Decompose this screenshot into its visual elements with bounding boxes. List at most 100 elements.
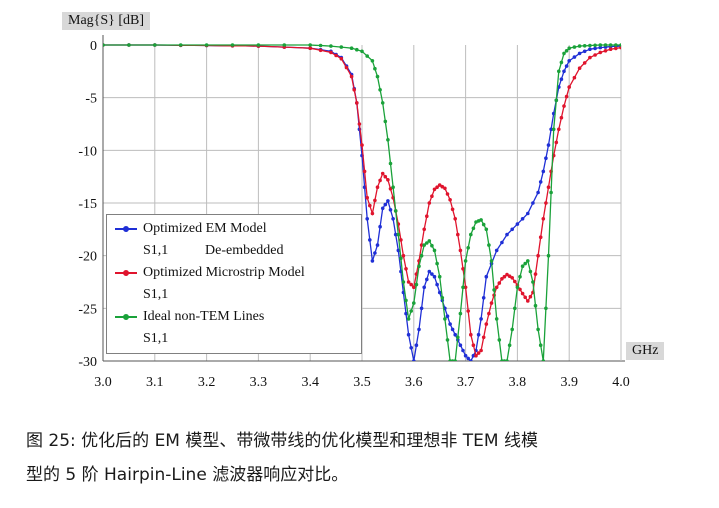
- series-point-1: [461, 267, 465, 271]
- series-point-1: [572, 75, 577, 80]
- legend-param-microstrip-model: S1,1: [143, 287, 169, 302]
- series-point-1: [430, 194, 434, 198]
- series-point-0: [484, 274, 489, 279]
- series-point-2: [479, 218, 483, 222]
- series-point-1: [445, 192, 450, 196]
- legend-param-ideal-lines: S1,1: [143, 331, 169, 346]
- series-point-2: [440, 296, 445, 300]
- series-point-1: [458, 248, 463, 253]
- series-point-1: [593, 53, 597, 57]
- series-point-2: [551, 127, 556, 132]
- series-point-1: [422, 227, 427, 232]
- series-point-0: [564, 64, 569, 68]
- series-point-0: [404, 311, 408, 316]
- series-point-1: [466, 309, 471, 313]
- caption-line-1: 图 25: 优化后的 EM 模型、带微带线的优化模型和理想非 TEM 线模: [26, 431, 538, 451]
- series-point-2: [178, 43, 183, 47]
- series-point-0: [388, 208, 393, 212]
- series-point-2: [360, 49, 364, 54]
- series-point-1: [373, 198, 377, 203]
- series-point-2: [533, 303, 538, 308]
- series-point-1: [419, 243, 424, 247]
- series-point-0: [414, 343, 419, 348]
- y-tick-label: -10: [78, 144, 97, 159]
- series-point-2: [427, 239, 432, 243]
- series-point-0: [417, 327, 421, 332]
- series-point-2: [256, 43, 261, 47]
- series-point-2: [481, 222, 486, 227]
- series-point-1: [344, 65, 349, 70]
- series-point-2: [492, 288, 496, 292]
- series-point-2: [528, 269, 533, 274]
- series-point-2: [443, 317, 447, 321]
- series-point-2: [349, 46, 354, 50]
- series-point-0: [515, 222, 520, 226]
- x-tick-label: 3.8: [509, 375, 527, 390]
- series-point-1: [497, 281, 502, 285]
- series-point-1: [378, 178, 382, 183]
- x-tick-label: 3.5: [353, 375, 371, 390]
- series-point-0: [435, 282, 439, 287]
- x-tick-label: 4.0: [612, 375, 630, 390]
- series-point-2: [471, 226, 476, 231]
- series-point-0: [479, 317, 483, 321]
- series-point-0: [458, 343, 463, 348]
- series-point-1: [536, 253, 540, 258]
- series-point-2: [497, 338, 502, 342]
- series-point-2: [518, 274, 522, 279]
- series-point-1: [608, 47, 613, 51]
- series-point-0: [577, 51, 582, 56]
- series-point-0: [505, 232, 509, 237]
- series-point-1: [339, 56, 344, 61]
- series-point-0: [373, 251, 377, 255]
- series-point-0: [481, 296, 486, 300]
- series-point-2: [458, 311, 463, 316]
- series-point-1: [370, 211, 375, 216]
- series-point-1: [476, 351, 481, 355]
- series-point-1: [425, 214, 429, 218]
- series-point-0: [494, 248, 499, 253]
- series-point-1: [538, 235, 543, 239]
- series-point-0: [419, 306, 424, 311]
- legend-note-em-model: De-embedded: [205, 243, 284, 258]
- series-point-1: [564, 94, 569, 99]
- series-point-2: [572, 45, 577, 49]
- legend-swatch-ideal-lines: [115, 314, 137, 320]
- series-point-1: [401, 253, 406, 258]
- series-point-0: [450, 327, 455, 332]
- series-point-2: [409, 309, 414, 313]
- series-point-0: [406, 332, 411, 337]
- series-point-1: [469, 332, 473, 337]
- series-point-2: [393, 209, 398, 213]
- series-point-0: [549, 127, 553, 132]
- series-point-1: [487, 311, 491, 316]
- series-point-1: [471, 343, 476, 348]
- series-point-2: [557, 69, 561, 74]
- series-point-1: [502, 274, 507, 279]
- series-point-1: [409, 282, 414, 287]
- series-point-0: [425, 277, 429, 282]
- x-tick-label: 3.3: [250, 375, 268, 390]
- series-point-1: [448, 198, 452, 202]
- series-point-1: [484, 322, 489, 326]
- series-point-2: [435, 261, 439, 266]
- series-point-0: [598, 45, 603, 50]
- series-point-2: [401, 280, 406, 284]
- series-point-2: [422, 243, 427, 247]
- series-point-2: [406, 317, 411, 321]
- series-point-1: [505, 272, 509, 277]
- series-point-0: [567, 59, 571, 63]
- series-point-0: [572, 55, 577, 59]
- series-point-1: [357, 122, 362, 126]
- series-point-2: [538, 343, 543, 348]
- series-point-2: [520, 264, 525, 269]
- series-point-1: [567, 85, 571, 89]
- series-point-1: [329, 50, 333, 55]
- series-point-2: [386, 138, 390, 142]
- y-tick-label: 0: [90, 39, 97, 54]
- series-point-1: [557, 127, 561, 132]
- series-point-2: [388, 161, 393, 166]
- series-point-2: [414, 282, 419, 287]
- series-point-0: [432, 274, 437, 279]
- series-point-2: [619, 43, 621, 47]
